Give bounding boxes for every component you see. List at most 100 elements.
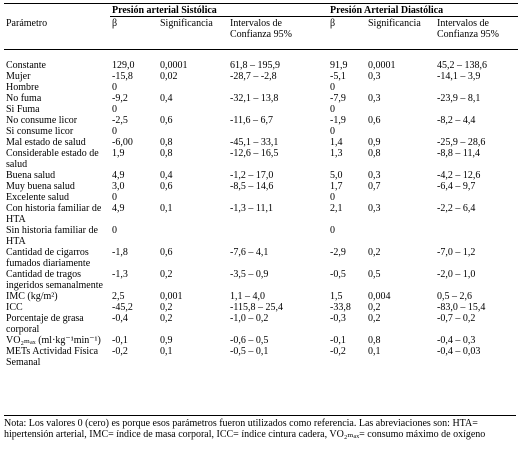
- ci-cell: -1,3 – 11,1: [230, 203, 273, 214]
- table-row: Buena salud 4,9 0,4 -1,2 – 17,0 5,0 0,3 -4,2 –…: [4, 170, 518, 181]
- sig-cell: 0,1: [160, 346, 173, 357]
- parameter-cell: Hombre: [6, 82, 39, 93]
- beta-cell: 0: [330, 82, 335, 93]
- beta-cell: 0: [112, 104, 117, 115]
- sig-cell: 0,1: [368, 346, 381, 357]
- ci-cell: -0,6 – 0,5: [230, 335, 269, 346]
- sig-cell: 0,0001: [368, 60, 396, 71]
- beta-cell: -6,00: [112, 137, 133, 148]
- ci-cell: -115,8 – 25,4: [230, 302, 283, 313]
- beta-cell: -5,1: [330, 71, 346, 82]
- column-header: Significancia: [158, 16, 228, 50]
- beta-cell: -0,4: [112, 313, 128, 324]
- ci-cell: -7,6 – 4,1: [230, 247, 269, 258]
- sig-cell: 0,3: [368, 203, 381, 214]
- beta-cell: 5,0: [330, 170, 343, 181]
- empty-cell: [228, 104, 328, 115]
- ci-cell: 45,2 – 138,6: [437, 60, 487, 71]
- ci-cell: -2,0 – 1,0: [437, 269, 476, 280]
- column-header: Intervalos de Confianza 95%: [228, 16, 328, 50]
- beta-cell: 4,9: [112, 203, 125, 214]
- beta-cell: -1,9: [330, 115, 346, 126]
- table-row: Considerable estado de salud 1,9 0,8 -12,6 …: [4, 148, 518, 170]
- sig-cell: 0,2: [160, 313, 173, 324]
- sig-cell: 0,9: [160, 335, 173, 346]
- beta-cell: 0: [112, 225, 117, 236]
- ci-cell: -3,5 – 0,9: [230, 269, 269, 280]
- empty-cell: [158, 225, 228, 247]
- beta-cell: 2,1: [330, 203, 343, 214]
- spacer: [4, 4, 110, 17]
- table-row: Hombre 0 0: [4, 82, 518, 93]
- parameter-cell: Si Fuma: [6, 104, 40, 115]
- parameter-cell: Con historia familiar de HTA: [6, 203, 102, 225]
- page: Presión arterial Sistólica Presión Arter…: [0, 3, 522, 464]
- table-row: No fuma -9,2 0,4 -32,1 – 13,8 -7,9 0,3 -23,9 –…: [4, 93, 518, 104]
- column-header-row: Parámetro β Significancia Intervalos de Con…: [4, 16, 519, 50]
- parameter-cell: Mal estado de salud: [6, 137, 86, 148]
- empty-cell: [435, 192, 518, 203]
- beta-cell: 1,9: [112, 148, 125, 159]
- parameter-cell: Considerable estado de salud: [6, 148, 99, 170]
- group-header: Presión arterial Sistólica: [110, 3, 328, 17]
- ci-cell: -8,8 – 11,4: [437, 148, 480, 159]
- parameter-cell: Mujer: [6, 71, 31, 82]
- beta-cell: -45,2: [112, 302, 133, 313]
- ci-cell: -8,2 – 4,4: [437, 115, 476, 126]
- column-header: β: [110, 16, 158, 50]
- beta-cell: 91,9: [330, 60, 348, 71]
- sig-cell: 0,4: [160, 170, 173, 181]
- table-row: VO₂ₘₐₓ (ml·kg⁻¹min⁻¹) -0,1 0,9 -0,6 – 0,5 -0…: [4, 335, 518, 346]
- beta-cell: 1,5: [330, 291, 343, 302]
- empty-cell: [366, 225, 435, 247]
- beta-cell: -2,9: [330, 247, 346, 258]
- beta-cell: -0,2: [330, 346, 346, 357]
- table-row: Mujer -15,8 0,02 -28,7 – -2,8 -5,1 0,3 -14,1 –…: [4, 71, 518, 82]
- empty-cell: [228, 126, 328, 137]
- beta-cell: 2,5: [112, 291, 125, 302]
- table-row: Cantidad de tragos ingeridos semanalment…: [4, 269, 518, 291]
- empty-cell: [435, 126, 518, 137]
- parameter-cell: No fuma: [6, 93, 42, 104]
- parameter-cell: VO₂ₘₐₓ (ml·kg⁻¹min⁻¹): [6, 335, 101, 346]
- column-header-text: Significancia: [160, 18, 213, 29]
- parameter-cell: Cantidad de tragos ingeridos semanalment…: [6, 269, 103, 291]
- ci-cell: -45,1 – 33,1: [230, 137, 279, 148]
- ci-cell: -11,6 – 6,7: [230, 115, 273, 126]
- empty-cell: [158, 82, 228, 93]
- beta-cell: 4,9: [112, 170, 125, 181]
- beta-cell: 129,0: [112, 60, 135, 71]
- parameter-cell: Muy buena salud: [6, 181, 75, 192]
- sig-cell: 0,2: [160, 269, 173, 280]
- ci-cell: -4,2 – 12,6: [437, 170, 481, 181]
- beta-cell: -0,1: [112, 335, 128, 346]
- sig-cell: 0,9: [368, 137, 381, 148]
- beta-cell: -2,5: [112, 115, 128, 126]
- empty-cell: [158, 104, 228, 115]
- sig-cell: 0,8: [160, 148, 173, 159]
- sig-cell: 0,6: [160, 247, 173, 258]
- empty-cell: [366, 192, 435, 203]
- sig-cell: 0,8: [368, 148, 381, 159]
- empty-cell: [228, 225, 328, 247]
- sig-cell: 0,6: [160, 115, 173, 126]
- ci-cell: 0,5 – 2,6: [437, 291, 472, 302]
- sig-cell: 0,8: [368, 335, 381, 346]
- table-row: No consume licor -2,5 0,6 -11,6 – 6,7 -1,9 0,…: [4, 115, 518, 126]
- empty-cell: [158, 192, 228, 203]
- beta-cell: -15,8: [112, 71, 133, 82]
- beta-cell: 1,7: [330, 181, 343, 192]
- ci-cell: -28,7 – -2,8: [230, 71, 277, 82]
- empty-cell: [435, 82, 518, 93]
- table-row: Porcentaje de grasa corporal -0,4 0,2 -1,0 …: [4, 313, 518, 335]
- ci-cell: -2,2 – 6,4: [437, 203, 476, 214]
- column-header: Intervalos de Confianza 95%: [435, 16, 519, 50]
- group-header: Presión Arterial Diastólica: [328, 3, 519, 17]
- empty-cell: [228, 82, 328, 93]
- table-row: Constante 129,0 0,0001 61,8 – 195,9 91,9 0,00…: [4, 50, 518, 72]
- beta-cell: 0: [112, 126, 117, 137]
- sig-cell: 0,001: [160, 291, 183, 302]
- beta-cell: 0: [330, 126, 335, 137]
- empty-cell: [366, 82, 435, 93]
- column-header: Parámetro: [4, 16, 110, 50]
